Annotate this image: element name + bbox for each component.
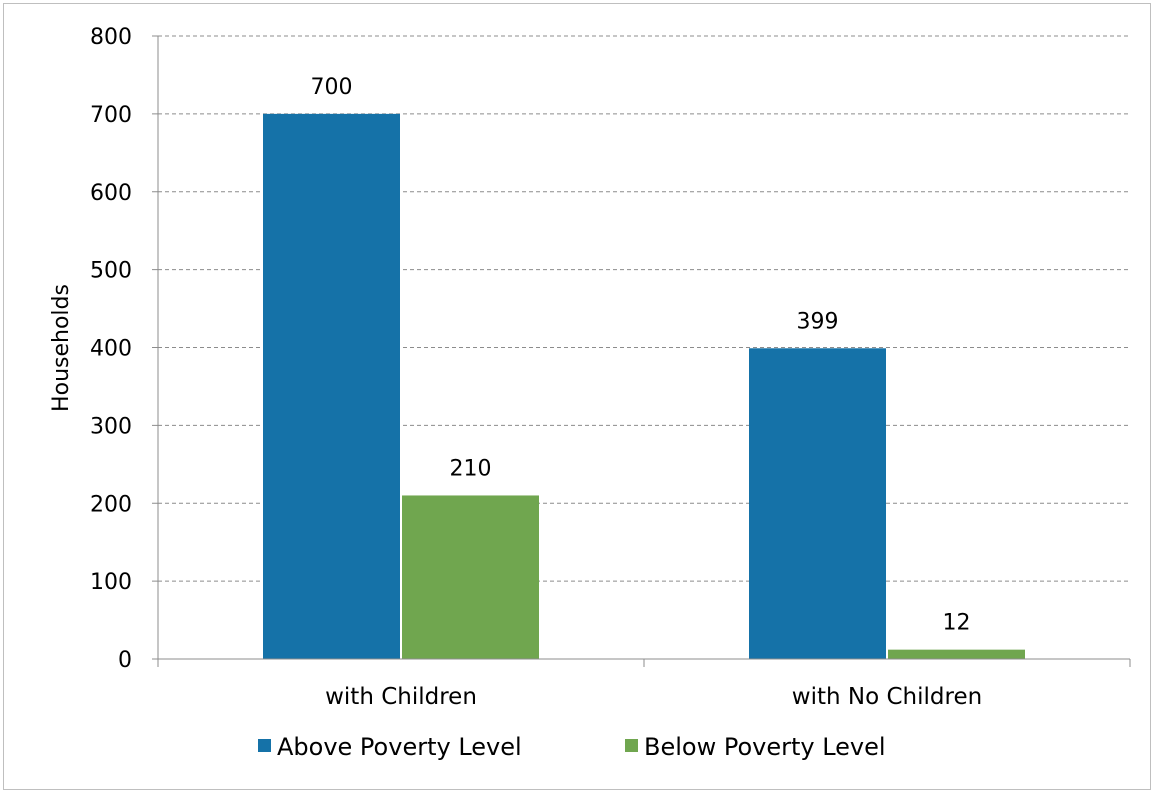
- y-tick-label: 200: [90, 492, 132, 517]
- bars: [263, 113, 1025, 659]
- y-tick-label: 800: [90, 25, 132, 50]
- y-tick-label: 300: [90, 414, 132, 439]
- y-tick-label: 0: [118, 648, 132, 673]
- y-axis-title: Households: [49, 284, 74, 412]
- legend: Above Poverty Level Below Poverty Level: [258, 733, 886, 761]
- category-labels: with Children with No Children: [325, 684, 982, 710]
- data-label: 12: [943, 611, 971, 636]
- y-tick-label: 700: [90, 103, 132, 128]
- bar: [402, 495, 539, 659]
- bar: [749, 348, 886, 659]
- data-label: 700: [311, 75, 353, 100]
- legend-swatch: [258, 739, 271, 752]
- legend-swatch: [625, 739, 638, 752]
- category-label: with No Children: [792, 684, 982, 710]
- y-tick-label: 400: [90, 337, 132, 362]
- category-label: with Children: [325, 684, 477, 710]
- legend-label: Below Poverty Level: [644, 733, 886, 761]
- legend-label: Above Poverty Level: [277, 733, 522, 761]
- data-labels: 700 210 399 12: [311, 75, 971, 636]
- y-tick-labels: 0 100 200 300 400 500 600 700 800: [90, 25, 132, 673]
- bar: [263, 113, 400, 659]
- axes: [152, 35, 1131, 667]
- y-tick-label: 600: [90, 181, 132, 206]
- data-label: 399: [797, 309, 839, 334]
- bar: [888, 649, 1025, 659]
- y-tick-label: 100: [90, 570, 132, 595]
- data-label: 210: [450, 456, 492, 481]
- y-tick-label: 500: [90, 259, 132, 284]
